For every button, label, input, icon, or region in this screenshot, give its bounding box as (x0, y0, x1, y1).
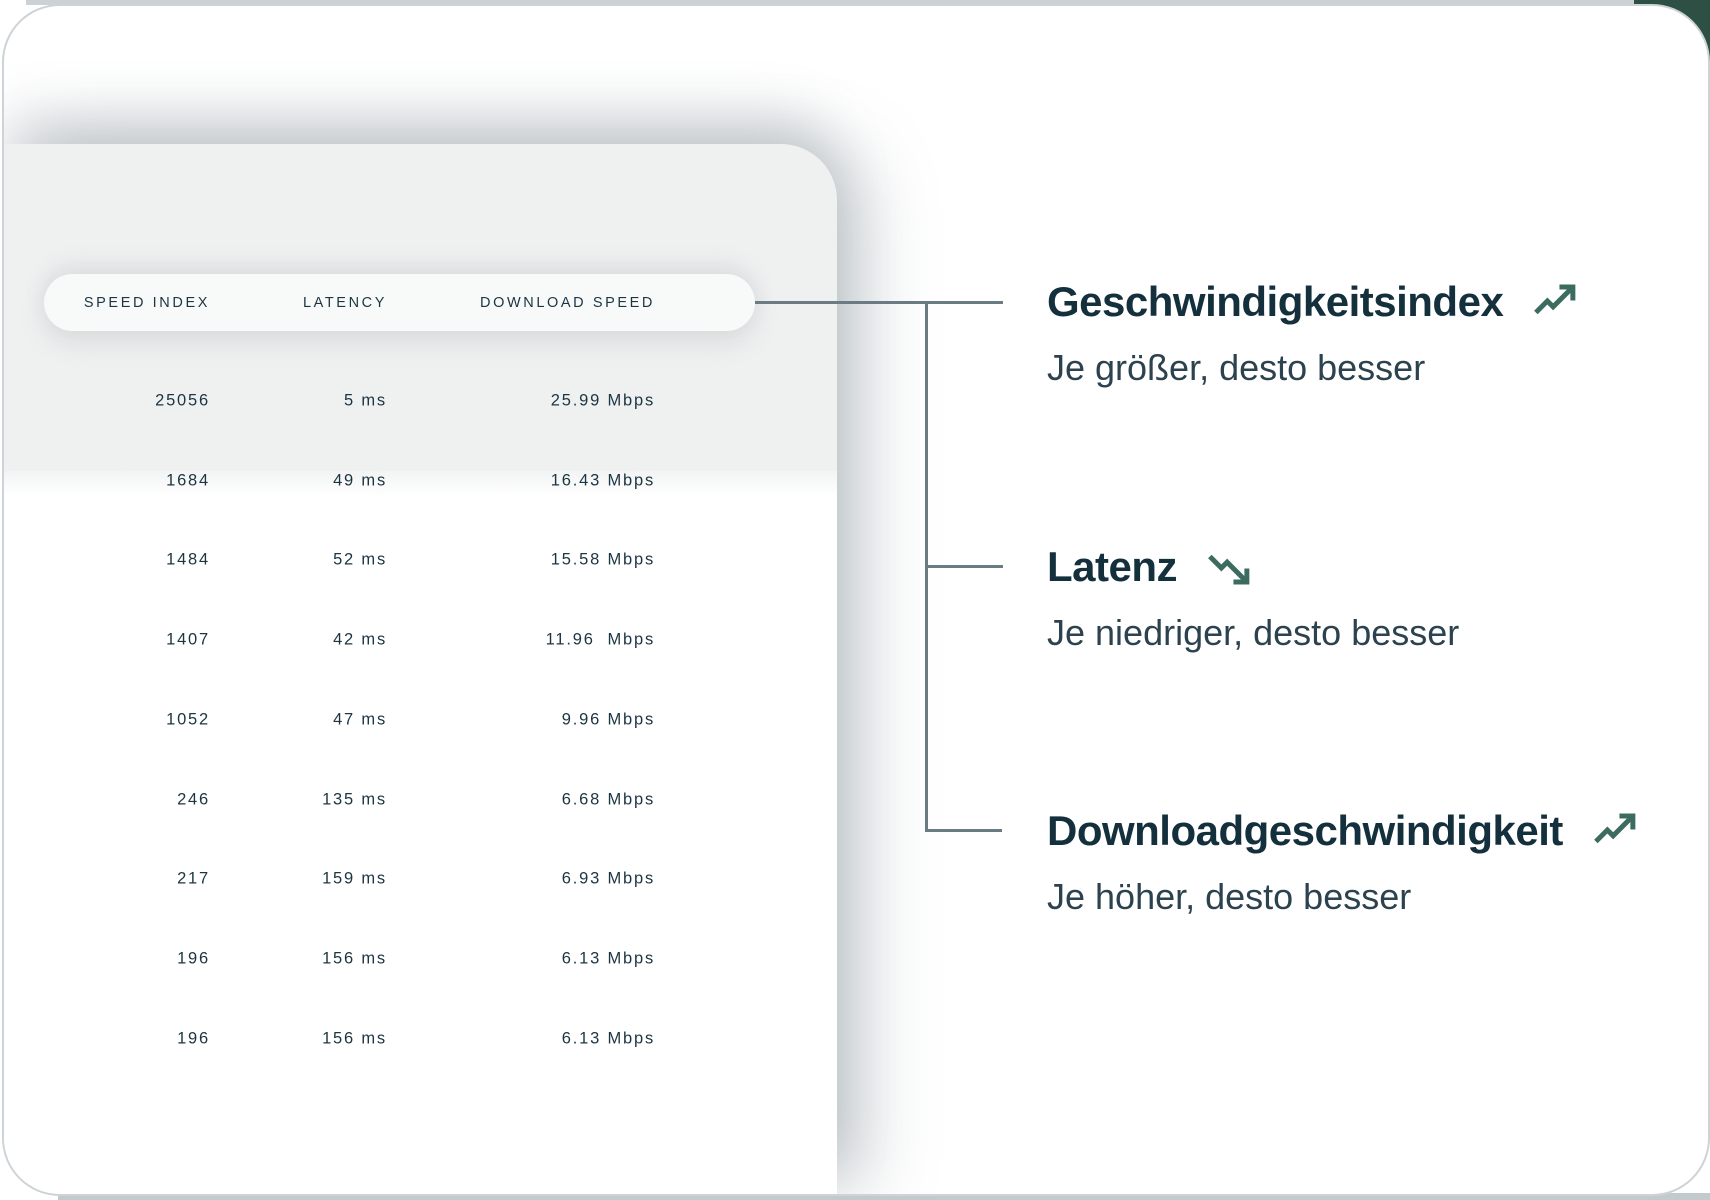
connector-trunk-horizontal (755, 300, 1003, 304)
cell-download-speed: 6.93 Mbps (561, 869, 655, 888)
cell-latency: 49 ms (333, 471, 387, 490)
connector-branch-download (925, 829, 1002, 832)
table-row: 217 159 ms 6.93 Mbps (4, 840, 837, 920)
annotation-title-text: Geschwindigkeitsindex (1047, 278, 1504, 325)
table-row: 1684 49 ms 16.43 Mbps (4, 441, 837, 521)
table-header-pill (44, 274, 755, 331)
cell-download-speed: 15.58 Mbps (550, 550, 655, 569)
cell-speed-index: 1684 (166, 471, 210, 490)
cell-latency: 42 ms (333, 630, 387, 649)
table-row: 1052 47 ms 9.96 Mbps (4, 680, 837, 760)
table-row: 1407 42 ms 11.96 Mbps (4, 600, 837, 680)
cell-download-speed: 11.96 Mbps (545, 630, 655, 649)
annotation-subtitle-speed-index: Je größer, desto besser (1047, 347, 1426, 388)
cell-download-speed: 6.13 Mbps (561, 1029, 655, 1048)
table-body: 25056 5 ms 25.99 Mbps 1684 49 ms 16.43 M… (4, 361, 837, 1079)
annotation-title-text: Latenz (1047, 543, 1178, 590)
annotation-subtitle-latency: Je niedriger, desto besser (1047, 612, 1460, 653)
table-row: 196 156 ms 6.13 Mbps (4, 999, 837, 1079)
cell-latency: 156 ms (322, 1029, 387, 1048)
trending-up-icon (1593, 808, 1639, 854)
annotation-title-text: Downloadgeschwindigkeit (1047, 807, 1563, 854)
trending-down-icon (1207, 544, 1253, 590)
cell-speed-index: 1407 (166, 630, 210, 649)
table-row: 246 135 ms 6.68 Mbps (4, 760, 837, 840)
cell-speed-index: 1484 (166, 550, 210, 569)
cell-speed-index: 217 (177, 869, 210, 888)
cell-latency: 156 ms (322, 949, 387, 968)
table-row: 25056 5 ms 25.99 Mbps (4, 361, 837, 441)
cell-latency: 5 ms (344, 391, 387, 410)
table-row: 1484 52 ms 15.58 Mbps (4, 521, 837, 601)
connector-branch-latency (925, 565, 1003, 568)
cell-download-speed: 6.13 Mbps (561, 949, 655, 968)
cell-latency: 159 ms (322, 869, 387, 888)
page-top-edge (26, 0, 1666, 5)
header-download-speed: DOWNLOAD SPEED (480, 294, 655, 311)
trending-up-icon (1533, 279, 1579, 325)
cell-download-speed: 9.96 Mbps (561, 710, 655, 729)
annotation-title-latency: Latenz (1047, 543, 1253, 591)
cell-download-speed: 25.99 Mbps (550, 391, 655, 410)
header-speed-index: SPEED INDEX (83, 294, 210, 311)
cell-download-speed: 16.43 Mbps (550, 471, 655, 490)
page-bottom-edge (58, 1193, 1710, 1200)
table-header-row: SPEED INDEX LATENCY DOWNLOAD SPEED (4, 276, 837, 329)
annotation-subtitle-download: Je höher, desto besser (1047, 876, 1412, 917)
cell-latency: 47 ms (333, 710, 387, 729)
results-card: SPEED INDEX LATENCY DOWNLOAD SPEED 25056… (4, 6, 1708, 1194)
cell-speed-index: 196 (177, 1029, 210, 1048)
cell-speed-index: 25056 (155, 391, 210, 410)
cell-speed-index: 246 (177, 790, 210, 809)
table-background (4, 471, 837, 1194)
header-latency: LATENCY (302, 294, 387, 311)
table-row: 196 156 ms 6.13 Mbps (4, 919, 837, 999)
cell-latency: 52 ms (333, 550, 387, 569)
cell-latency: 135 ms (322, 790, 387, 809)
annotation-title-download: Downloadgeschwindigkeit (1047, 807, 1639, 855)
cell-speed-index: 1052 (166, 710, 210, 729)
cell-download-speed: 6.68 Mbps (561, 790, 655, 809)
cell-speed-index: 196 (177, 949, 210, 968)
annotation-title-speed-index: Geschwindigkeitsindex (1047, 278, 1579, 326)
